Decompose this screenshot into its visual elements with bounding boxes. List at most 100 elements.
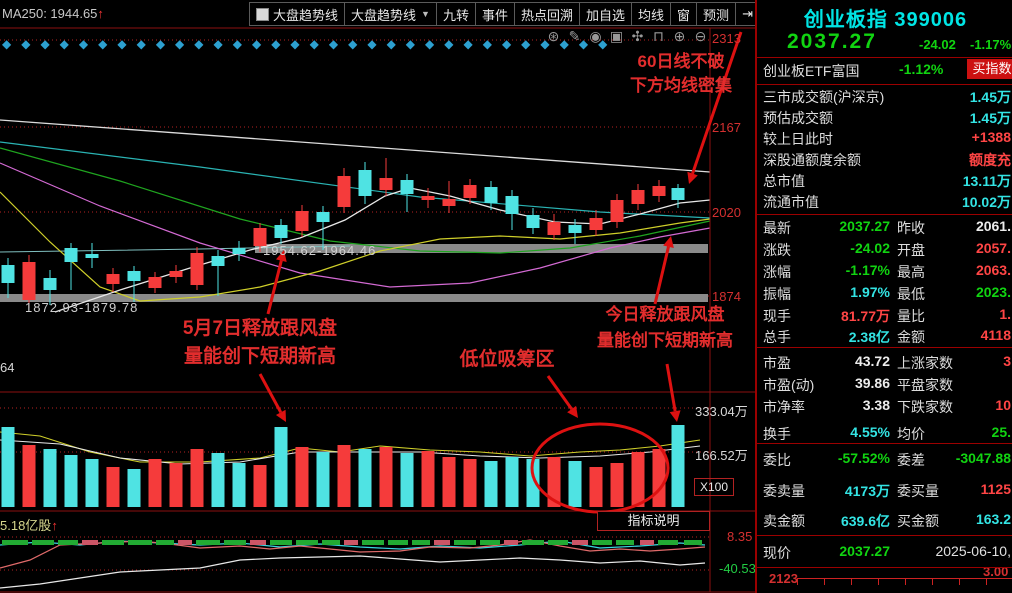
- row-value-2: 2061.: [975, 218, 1011, 234]
- row-value: +1388: [971, 129, 1011, 145]
- order-row: 卖金额 639.6亿 买金额 163.2: [757, 511, 1012, 531]
- toolbar-button-5[interactable]: 窗: [670, 2, 698, 26]
- candle-body: [589, 218, 603, 230]
- ribbon-segment: [32, 540, 54, 545]
- trend-dropdown-label: 大盘趋势线: [351, 7, 417, 23]
- buy-index-button[interactable]: 买指数: [967, 59, 1012, 79]
- lock-icon[interactable]: ⊓: [653, 28, 664, 44]
- toolbar-button-2[interactable]: 热点回溯: [513, 2, 580, 26]
- ribbon-segment: [2, 540, 28, 545]
- row-value: 额度充: [969, 152, 1011, 168]
- summary-row: 总市值 13.11万: [757, 171, 1012, 191]
- ribbon-segment: [640, 540, 654, 545]
- quote-row: 总手 2.38亿 金额 4118: [757, 327, 1012, 347]
- volume-bar: [232, 463, 246, 507]
- hand-icon[interactable]: ✣: [631, 28, 644, 44]
- ma-teal-line: [0, 141, 711, 219]
- row-value-1: 3.38: [862, 397, 890, 413]
- candle-body: [463, 185, 477, 198]
- row-value: 1.45万: [969, 110, 1011, 126]
- annotation-arrowhead: [687, 171, 698, 184]
- row-value-2: 3: [1003, 353, 1011, 369]
- volume-bar: [631, 452, 645, 507]
- quote-date: 2025-06-10,: [935, 543, 1011, 559]
- chevron-down-icon: ▼: [421, 9, 430, 19]
- annotation-arrowhead: [275, 409, 286, 422]
- volume-bar: [526, 459, 540, 507]
- candle-body: [316, 212, 330, 222]
- row-label-2: 上涨家数: [897, 355, 953, 371]
- annotation-arrowhead: [669, 410, 681, 422]
- row-label: 委卖量: [763, 483, 805, 499]
- row-label: 预估成交额: [763, 110, 833, 126]
- ind-pink-line: [0, 539, 706, 569]
- indicator-axis-low: -40.53: [719, 561, 756, 576]
- checkbox-icon[interactable]: [256, 7, 269, 21]
- summary-row: 深股通额度余额 额度充: [757, 150, 1012, 170]
- pen-icon[interactable]: ✎: [568, 28, 581, 44]
- ratio-row: 换手 4.55% 均价 25.: [757, 424, 1012, 444]
- candle-body: [106, 274, 120, 284]
- zoom-out-icon[interactable]: ⊖: [694, 28, 707, 44]
- candle-body: [631, 190, 645, 204]
- panel-divider: [757, 57, 1012, 58]
- row-value-2: 1125: [980, 481, 1011, 497]
- row-label-2: 均价: [897, 426, 925, 442]
- row-value-1: 43.72: [854, 353, 890, 369]
- candle-body: [211, 256, 225, 266]
- ribbon-segment: [412, 540, 430, 545]
- toolbar-button-6[interactable]: 预测: [696, 2, 737, 26]
- candle-body: [85, 254, 99, 258]
- volume-bar: [400, 453, 414, 507]
- indicator-help-button[interactable]: 指标说明: [597, 511, 710, 531]
- row-label: 总手: [763, 329, 791, 345]
- toolbar-buttons: 九转 事件 热点回溯 加自选 均线窗预测: [435, 2, 737, 26]
- toolbar-button-0[interactable]: 九转: [435, 2, 476, 26]
- candle-body: [64, 248, 78, 262]
- gear-icon[interactable]: ⊛: [547, 28, 560, 44]
- ma-yellow-line: [0, 191, 711, 302]
- candle-body: [526, 215, 540, 228]
- up-arrow-icon: ↑: [51, 518, 58, 533]
- ribbon-segment: [224, 540, 246, 545]
- volume-bar: [505, 457, 519, 507]
- ratio-row: 市盈 43.72 上涨家数 3: [757, 353, 1012, 373]
- eye-icon[interactable]: ◉: [589, 28, 602, 44]
- annotation-arrow: [266, 260, 283, 315]
- toolbar-button-3[interactable]: 加自选: [579, 2, 633, 26]
- ribbon-segment: [250, 540, 266, 545]
- annotation-arrow: [546, 375, 573, 410]
- quote-row: 现手 81.77万 量比 1.: [757, 306, 1012, 326]
- volume-bar: [211, 453, 225, 507]
- volume-bar: [547, 457, 561, 507]
- row-label-2: 最高: [897, 264, 925, 280]
- candle-body: [547, 222, 561, 235]
- toolbar-button-1[interactable]: 事件: [474, 2, 515, 26]
- volume-bar: [589, 467, 603, 507]
- row-label-2: 金额: [897, 329, 925, 345]
- ribbon-segment: [548, 540, 568, 545]
- volume-axis-high: 333.04万: [695, 404, 748, 419]
- zoom-in-icon[interactable]: ⊕: [673, 28, 686, 44]
- ma250-label: MA250: 1944.65↑: [2, 6, 104, 21]
- volume-bar: [379, 447, 393, 507]
- toolbar-button-4[interactable]: 均线: [631, 2, 672, 26]
- summary-row: 较上日此时 +1388: [757, 129, 1012, 149]
- volume-bar: [295, 447, 309, 507]
- order-row: 委比 -57.52% 委差 -3047.88: [757, 450, 1012, 470]
- trend-line-dropdown[interactable]: 大盘趋势线 ▼: [344, 2, 437, 26]
- row-value-1: 81.77万: [840, 308, 890, 324]
- row-label-2: 委差: [897, 452, 925, 468]
- volume-bar: [568, 461, 582, 507]
- index-change-pct: -1.17%: [970, 37, 1012, 52]
- etf-name[interactable]: 创业板ETF富国: [763, 63, 860, 79]
- row-label: 市盈: [763, 355, 791, 371]
- volume-bar: [316, 452, 330, 507]
- box-icon[interactable]: ▣: [609, 28, 624, 44]
- trend-line-checkbox[interactable]: 大盘趋势线: [249, 2, 346, 26]
- support-band: [255, 244, 708, 253]
- mini-chart-axis: [797, 578, 1012, 585]
- quote-row: 振幅 1.97% 最低 2023.: [757, 284, 1012, 304]
- candle-body: [568, 225, 582, 233]
- row-label: 涨跌: [763, 242, 791, 258]
